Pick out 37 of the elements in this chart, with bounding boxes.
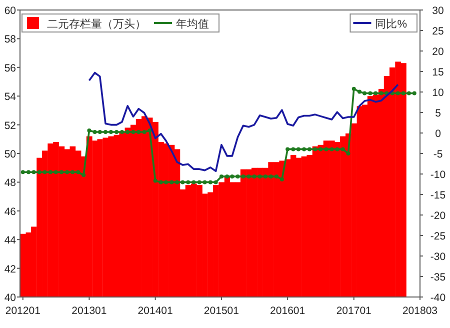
line-series (88, 72, 399, 172)
y2-tick-label: -30 (430, 251, 446, 263)
x-tick-label: 201501 (204, 305, 240, 317)
y2-tick-label: -15 (430, 190, 446, 202)
y2-tick-label: -25 (430, 230, 446, 242)
x-tick-label: 201701 (336, 305, 372, 317)
x-tick-label: 201401 (138, 305, 173, 317)
y-tick-label: 50 (4, 148, 16, 160)
y2-tick-label: 10 (432, 87, 444, 99)
y2-tick-label: 30 (432, 5, 444, 17)
y-tick-label: 46 (4, 206, 16, 218)
y-tick-label: 52 (4, 120, 16, 132)
legend-label: 同比% (375, 18, 408, 30)
y2-tick-label: 0 (435, 128, 442, 140)
x-tick-label: 201301 (72, 305, 107, 317)
y2-tick-label: -20 (430, 210, 446, 222)
y-tick-label: 44 (4, 234, 16, 247)
y2-tick-label: 15 (432, 66, 444, 78)
y2-tick-label: -35 (430, 272, 446, 284)
legend-label: 年均值 (176, 18, 209, 30)
y-tick-label: 54 (4, 91, 16, 104)
x-tick-label: 201803 (402, 305, 438, 317)
y2-tick-label: 5 (435, 108, 442, 120)
y-tick-label: 42 (4, 263, 16, 276)
y2-tick-label: -5 (433, 148, 443, 160)
y2-tick-label: -10 (430, 169, 446, 181)
y-tick-label: 60 (4, 5, 16, 17)
x-tick-label: 201601 (270, 305, 306, 317)
legend-label: 二元存栏量（万头） (47, 18, 146, 30)
y-tick-label: 40 (4, 292, 16, 304)
x-tick-label: 201201 (5, 305, 41, 317)
y-tick-label: 56 (4, 62, 16, 74)
y-tick-label: 58 (4, 34, 16, 46)
y2-tick-label: 20 (432, 46, 444, 58)
y2-tick-label: 25 (432, 26, 444, 38)
y2-tick-label: -40 (430, 292, 446, 304)
y-tick-label: 48 (4, 177, 16, 190)
